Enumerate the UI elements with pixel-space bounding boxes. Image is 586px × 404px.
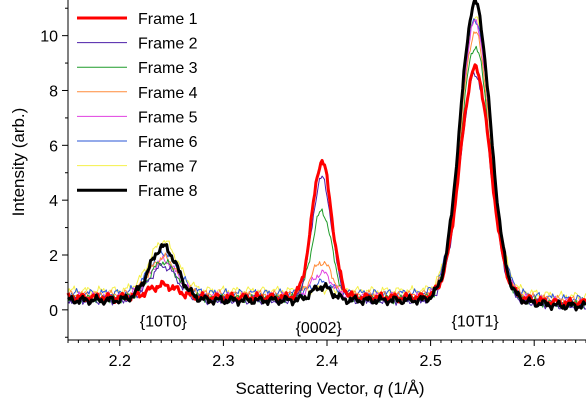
x-tick-label: 2.6 (523, 353, 545, 370)
axes: 0 2 4 6 8 10 2.2 2.3 2.4 2.5 2.6 (40, 0, 586, 370)
legend-label-4: Frame 4 (138, 85, 198, 102)
x-tick-label: 2.5 (419, 353, 441, 370)
legend-label-5: Frame 5 (138, 109, 198, 126)
y-tick-label: 6 (49, 138, 58, 155)
legend-label-6: Frame 6 (138, 134, 198, 151)
y-tick-label: 8 (49, 83, 58, 100)
x-tick-label: 2.2 (109, 353, 131, 370)
x-axis-title: Scattering Vector, q (1/Å) (236, 379, 425, 398)
plot-lines (66, 0, 586, 312)
legend: Frame 1 Frame 2 Frame 3 Frame 4 Frame 5 Frame… (77, 11, 198, 200)
x-tick-label: 2.4 (316, 353, 338, 370)
legend-label-7: Frame 7 (138, 159, 198, 176)
peak-label-3: {10T1} (452, 313, 500, 330)
y-tick-label: 4 (49, 193, 58, 210)
peak-annotations: {10T0} {0002} {10T1} (140, 313, 500, 337)
legend-label-8: Frame 8 (138, 183, 198, 200)
y-tick-label: 0 (49, 303, 58, 320)
x-axis-title-prefix: Scattering Vector, (236, 379, 374, 398)
peak-label-1: {10T0} (140, 313, 188, 330)
x-axis-title-suffix: (1/Å) (383, 379, 425, 398)
legend-label-1: Frame 1 (138, 11, 198, 28)
y-tick-label: 2 (49, 248, 58, 265)
peak-label-2: {0002} (296, 320, 343, 337)
y-axis-title: Intensity (arb.) (9, 108, 28, 217)
x-tick-label: 2.3 (212, 353, 234, 370)
x-axis-title-variable: q (373, 379, 383, 398)
legend-label-3: Frame 3 (138, 60, 198, 77)
legend-label-2: Frame 2 (138, 36, 198, 53)
series-line-8 (67, 0, 586, 312)
y-tick-label: 10 (40, 29, 58, 46)
